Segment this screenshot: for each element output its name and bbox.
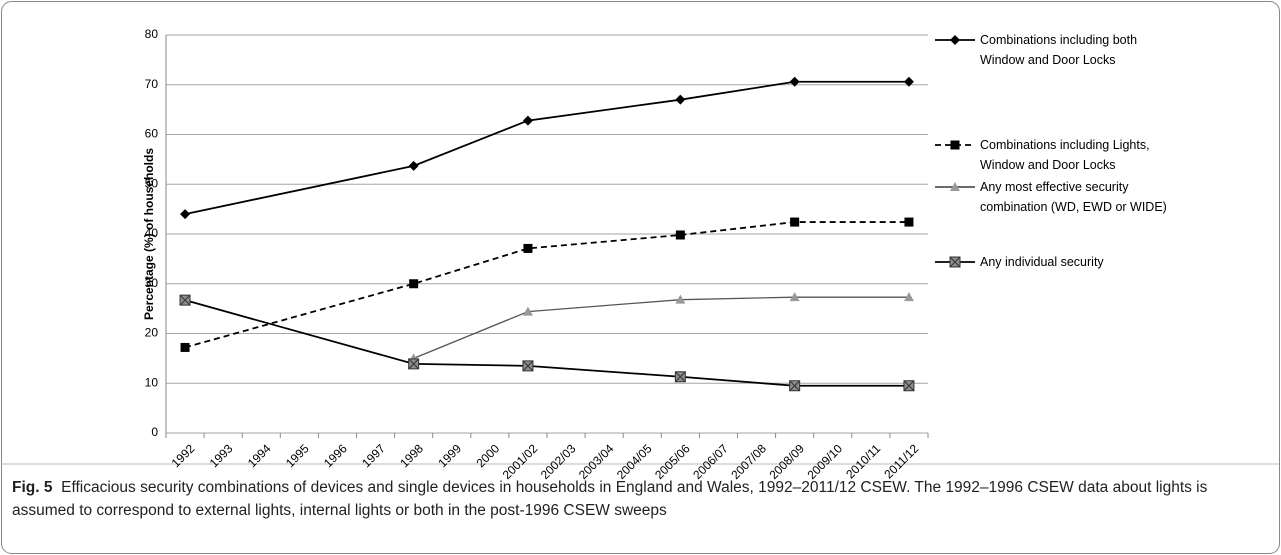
caption: Fig. 5 Efficacious security combinations… [12, 476, 1267, 522]
data-point [408, 358, 420, 370]
x-tick-label: 1998 [397, 441, 426, 470]
legend-label: Combinations including both Window and D… [980, 33, 1138, 67]
data-point [675, 230, 685, 240]
series-line [184, 299, 909, 387]
data-point [522, 115, 533, 126]
data-point [903, 292, 914, 302]
series-line [184, 221, 909, 349]
data-point [674, 371, 686, 383]
data-point [789, 380, 801, 392]
data-point [523, 243, 533, 253]
x-tick-label: 1993 [207, 441, 236, 470]
x-tick-label: 1999 [435, 441, 464, 470]
data-point [790, 217, 800, 227]
data-point [522, 360, 534, 372]
series-line [184, 80, 909, 215]
y-tick-label: 80 [145, 27, 159, 41]
y-axis-title: Percentage (%) of households [142, 148, 156, 320]
data-point [180, 209, 191, 220]
x-tick-label: 1994 [245, 441, 274, 470]
y-tick-label: 0 [151, 425, 158, 439]
y-tick-label: 60 [145, 127, 159, 141]
data-point [180, 342, 190, 352]
legend-label: Any most effective security combination … [980, 180, 1167, 214]
data-point [522, 306, 533, 316]
x-tick-label: 1992 [169, 441, 198, 470]
x-tick-label: 1996 [321, 441, 350, 470]
caption-label: Fig. 5 [12, 479, 53, 496]
data-point [903, 380, 915, 392]
x-tick-label: 2000 [473, 441, 502, 470]
x-tick-label: 1995 [283, 441, 312, 470]
legend-label: Any individual security [980, 255, 1104, 269]
data-point [904, 217, 914, 227]
y-tick-label: 70 [145, 77, 159, 91]
data-point [789, 292, 800, 302]
y-tick-label: 30 [145, 276, 159, 290]
legend-label: Combinations including Lights, Window an… [980, 138, 1150, 172]
data-point [675, 294, 686, 304]
series-line [413, 296, 909, 359]
y-tick-label: 20 [145, 326, 159, 340]
data-point [789, 76, 800, 87]
legend-marker [950, 182, 960, 191]
data-point [903, 76, 914, 87]
caption-text: Efficacious security combinations of dev… [12, 479, 1208, 519]
data-point [179, 294, 191, 306]
x-tick-label: 1997 [359, 441, 388, 470]
legend-marker [950, 35, 960, 45]
data-point [675, 94, 686, 105]
legend-marker [949, 256, 961, 268]
y-tick-label: 40 [145, 226, 159, 240]
legend-marker [950, 140, 960, 150]
y-tick-label: 10 [145, 375, 159, 389]
data-point [408, 160, 419, 171]
y-tick-label: 50 [145, 176, 159, 190]
data-point [409, 279, 419, 289]
